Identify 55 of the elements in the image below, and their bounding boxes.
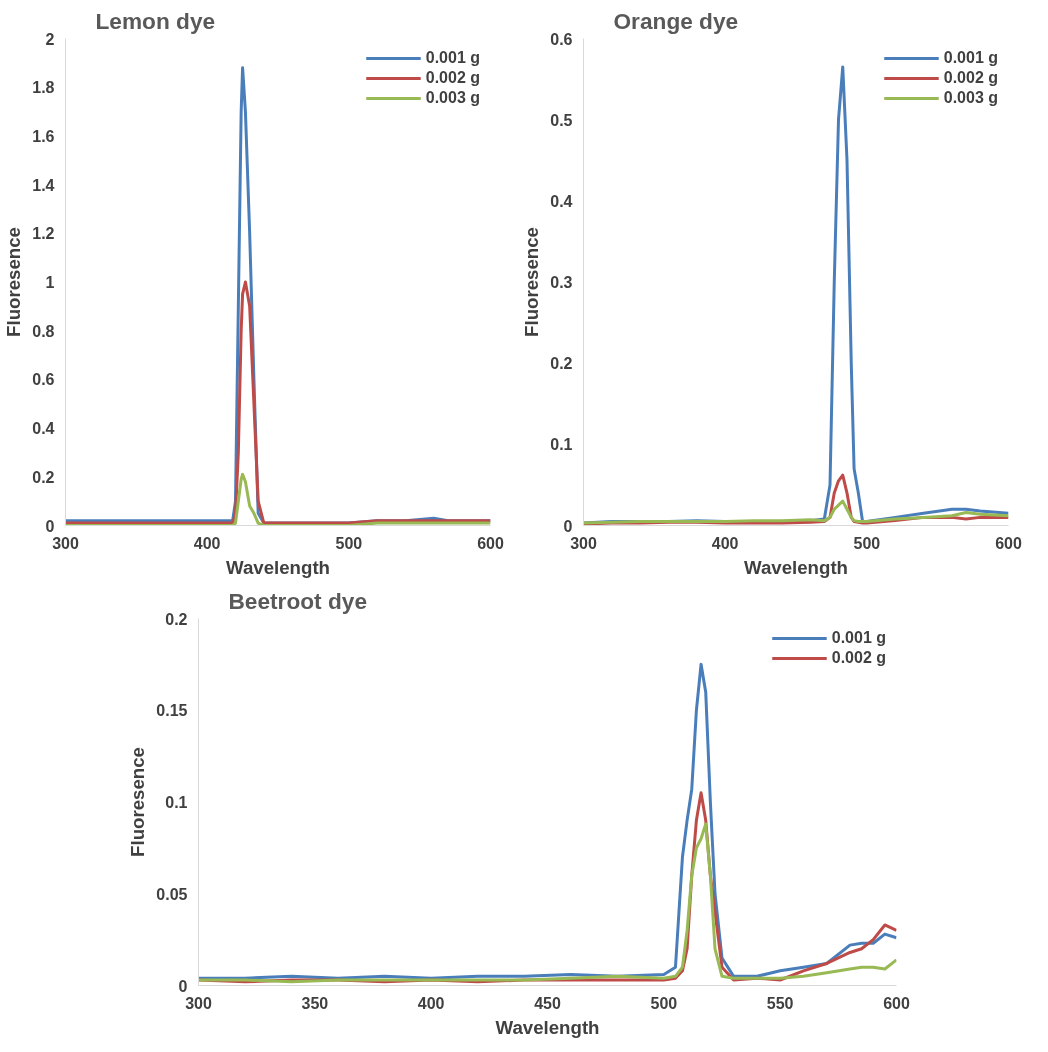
y-tick-label: 1.4 <box>32 176 55 194</box>
y-tick-label: 0.2 <box>165 610 188 628</box>
x-axis-title: Wavelength <box>744 556 849 578</box>
x-tick-label: 400 <box>711 534 739 552</box>
y-tick-label: 1 <box>45 274 55 291</box>
x-tick-label: 550 <box>766 994 794 1012</box>
y-tick-label: 0.15 <box>156 702 188 720</box>
y-tick-label: 0.2 <box>32 468 55 486</box>
legend-label: 0.003 g <box>425 89 480 107</box>
x-tick-label: 400 <box>193 534 221 552</box>
x-tick-label: 300 <box>185 994 212 1012</box>
y-tick-label: 0.3 <box>550 274 573 291</box>
legend-label: 0.002 g <box>943 69 998 87</box>
y-tick-label: 1.8 <box>32 79 55 97</box>
legend-label: 0.002 g <box>831 649 886 667</box>
y-tick-label: 2 <box>45 30 55 48</box>
y-tick-label: 0.4 <box>550 192 573 210</box>
chart-title: Beetroot dye <box>228 587 367 614</box>
y-tick-label: 1.6 <box>32 127 55 145</box>
x-tick-label: 600 <box>995 534 1022 552</box>
y-tick-label: 0.2 <box>550 355 573 373</box>
x-axis-title: Wavelength <box>226 556 331 578</box>
legend-label: 0.001 g <box>943 49 998 67</box>
legend-label: 0.002 g <box>425 69 480 87</box>
legend-label: 0.001 g <box>831 629 886 647</box>
y-axis-title: Fluoresence <box>127 747 149 857</box>
x-tick-label: 500 <box>335 534 363 552</box>
legend-label: 0.003 g <box>943 89 998 107</box>
x-tick-label: 500 <box>650 994 678 1012</box>
y-tick-label: 0.4 <box>32 420 55 438</box>
y-tick-label: 1.2 <box>32 225 55 243</box>
x-tick-label: 300 <box>570 534 597 552</box>
legend-label: 0.001 g <box>425 49 480 67</box>
x-tick-label: 600 <box>477 534 504 552</box>
y-axis-title: Fluoresence <box>3 227 25 337</box>
y-tick-label: 0 <box>45 517 55 535</box>
y-tick-label: 0.6 <box>32 371 55 389</box>
y-tick-label: 0.5 <box>550 111 573 129</box>
x-tick-label: 500 <box>853 534 881 552</box>
y-axis-title: Fluoresence <box>521 227 543 337</box>
chart-title: Orange dye <box>613 7 739 34</box>
x-axis-title: Wavelength <box>495 1016 600 1038</box>
y-tick-label: 0.8 <box>32 322 55 340</box>
x-tick-label: 300 <box>52 534 79 552</box>
y-tick-label: 0 <box>178 977 188 995</box>
x-tick-label: 600 <box>883 994 910 1012</box>
y-tick-label: 0.05 <box>156 885 188 903</box>
y-tick-label: 0.1 <box>550 436 573 454</box>
x-tick-label: 350 <box>301 994 329 1012</box>
x-tick-label: 400 <box>417 994 445 1012</box>
y-tick-label: 0.6 <box>550 30 573 48</box>
y-tick-label: 0.1 <box>165 794 188 811</box>
chart-title: Lemon dye <box>95 7 216 34</box>
y-tick-label: 0 <box>563 517 573 535</box>
x-tick-label: 450 <box>534 994 561 1012</box>
